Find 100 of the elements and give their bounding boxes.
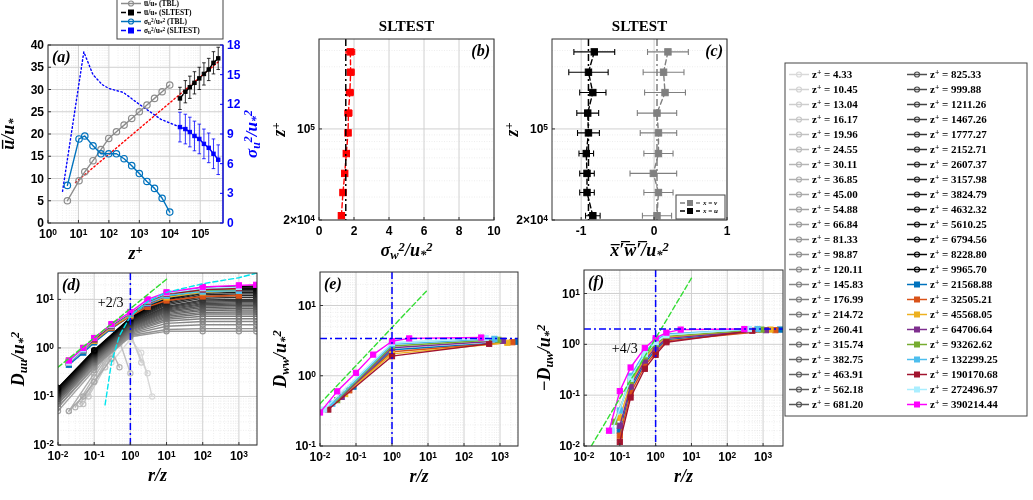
legend-label: z$^{+}$ = 5610.25: [930, 218, 988, 231]
legend-label: z$^{+}$ = 1211.26: [930, 98, 987, 111]
y-tick-label: 35: [30, 60, 45, 75]
legend-label: z$^{+}$ = 66.84: [812, 218, 859, 231]
legend-label: z$^{+}$ = 10.45: [812, 83, 859, 96]
x-tick-label: 10$^{2}$: [99, 226, 119, 241]
y-tick-label: 40: [30, 38, 45, 52]
x-tick-label: 10$^{1}$: [157, 448, 176, 463]
x-tick-label: 10$^{0}$: [382, 449, 402, 464]
legend-label: z$^{+}$ = 98.87: [812, 248, 859, 261]
chart-title: SLTEST: [378, 18, 435, 34]
x-tick-label: 10: [487, 224, 501, 238]
legend-label: z$^{+}$ = 190170.68: [930, 368, 999, 381]
legend-label: z$^{+}$ = 3824.79: [930, 188, 988, 201]
x-tick-label: 10$^{3}$: [229, 448, 249, 463]
x-tick-label: 10$^{0}$: [646, 449, 665, 464]
legend-label: z$^{+}$ = 463.91: [812, 368, 864, 381]
y-tick-label: 30: [30, 82, 45, 97]
x-axis-title: r/z: [673, 466, 694, 486]
y-tick-label: 10$^{-1}$: [33, 389, 55, 404]
annotation: (a): [52, 48, 71, 66]
x-tick-label: 8: [455, 224, 463, 238]
y-tick-label: 10$^{1}$: [297, 298, 317, 313]
y-tick-label: 25: [30, 104, 45, 119]
x-tick-label: 10$^{-1}$: [609, 449, 631, 464]
annotation: (f): [588, 273, 604, 291]
legend-label: z$^{+}$ = 1467.26: [930, 113, 988, 126]
annotation: +4/3: [611, 340, 638, 356]
legend-label: z$^{+}$ = 21568.88: [930, 278, 993, 291]
legend-label: z$^{+}$ = 120.11: [812, 263, 863, 276]
x-tick-label: 10$^{3}$: [130, 226, 149, 241]
legend-label: z$^{+}$ = 13.04: [812, 98, 859, 111]
x-tick-label: 1: [723, 224, 731, 238]
legend-label: z$^{+}$ = 176.99: [812, 293, 864, 306]
legend-label: z$^{+}$ = 81.33: [812, 233, 859, 246]
legend-label: z$^{+}$ = 1777.27: [930, 128, 988, 141]
legend-label: z$^{+}$ = 16.17: [812, 113, 859, 126]
legend-label: z$^{+}$ = 45568.05: [930, 308, 993, 321]
legend-label: z$^{+}$ = 32505.21: [930, 293, 993, 306]
y-tick-label: 10$^{1}$: [561, 286, 581, 301]
y-tick-label: 10$^{0}$: [297, 368, 317, 383]
x-tick-label: 10$^{3}$: [754, 449, 773, 464]
legend-label: z$^{+}$ = 390214.44: [930, 398, 999, 411]
legend-label: z$^{+}$ = 999.88: [930, 83, 982, 96]
y-tick-label: 10$^{-1}$: [559, 387, 581, 403]
x-axis-title: r/z: [409, 466, 429, 486]
x-axis-title: r/z: [147, 465, 168, 485]
x-axis-title: z$^{+}$: [127, 242, 143, 263]
x-tick-label: 10$^{0}$: [121, 448, 140, 463]
y-tick-label: 2×10$^{4}$: [283, 212, 316, 227]
y-tick-label: 2×10$^{4}$: [516, 212, 549, 227]
annotation: (d): [62, 276, 81, 294]
legend-label: z$^{+}$ = 145.83: [812, 278, 864, 291]
legend-label: z$^{+}$ = 315.74: [812, 338, 864, 351]
x-tick-label: 10$^{-1}$: [83, 448, 105, 463]
legend-label: z$^{+}$ = 8228.80: [930, 248, 988, 261]
y-tick-label: 20: [30, 127, 45, 141]
legend-label: z$^{+}$ = 260.41: [812, 323, 864, 336]
legend-label: z$^{+}$ = 681.20: [812, 398, 864, 411]
annotation: (c): [705, 42, 723, 60]
legend-label: z$^{+}$ = 214.72: [812, 308, 864, 321]
legend-label: z$^{+}$ = 2607.37: [930, 158, 988, 171]
x-tick-label: 2: [350, 224, 358, 238]
legend-label: z$^{+}$ = 4632.32: [930, 203, 988, 216]
y2-tick-label: 3: [227, 186, 234, 201]
legend-label: z$^{+}$ = 3157.98: [930, 173, 988, 186]
y2-tick-label: 12: [227, 97, 241, 112]
x-tick-label: 4: [385, 224, 393, 238]
x-tick-label: -1: [575, 224, 587, 238]
legend-label: z$^{+}$ = 272496.97: [930, 383, 999, 396]
legend-label: z$^{+}$ = 6794.56: [930, 233, 988, 246]
legend-label: z$^{+}$ = 9965.70: [930, 263, 988, 276]
legend-label: z$^{+}$ = 562.18: [812, 383, 864, 396]
y2-tick-label: 18: [227, 38, 241, 52]
y2-tick-label: 15: [227, 67, 241, 82]
x-tick-label: 10$^{5}$: [191, 226, 210, 241]
legend-label: z$^{+}$ = 93262.62: [930, 338, 993, 351]
legend-label: z$^{+}$ = 54.88: [812, 203, 859, 216]
y2-tick-label: 6: [227, 156, 234, 171]
x-tick-label: 10$^{4}$: [160, 226, 180, 241]
legend-label: z$^{+}$ = 19.96: [812, 128, 859, 141]
legend-label: z$^{+}$ = 825.33: [930, 68, 982, 81]
legend-label: z$^{+}$ = 64706.64: [930, 323, 993, 336]
y-tick-label: 10$^{5}$: [296, 121, 316, 136]
x-tick-label: 10$^{2}$: [454, 449, 474, 464]
y-tick-label: 10$^{1}$: [35, 292, 55, 307]
annotation: (b): [471, 42, 490, 60]
legend-label: z$^{+}$ = 45.00: [812, 188, 859, 201]
y-tick-label: 5: [37, 193, 45, 208]
legend-label: z$^{+}$ = 2152.71: [930, 143, 987, 156]
x-tick-label: 10$^{1}$: [682, 449, 701, 464]
legend-label: z$^{+}$ = 24.55: [812, 143, 859, 156]
annotation: +2/3: [97, 295, 124, 311]
y-tick-label: 10$^{0}$: [35, 340, 55, 355]
legend-label: z$^{+}$ = 36.85: [812, 173, 859, 186]
y-tick-label: 10: [30, 171, 45, 186]
y-tick-label: 15: [30, 149, 45, 164]
x-tick-label: 10$^{1}$: [69, 226, 88, 241]
x-tick-label: 10$^{3}$: [490, 449, 510, 464]
legend-label: z$^{+}$ = 4.33: [812, 68, 853, 81]
